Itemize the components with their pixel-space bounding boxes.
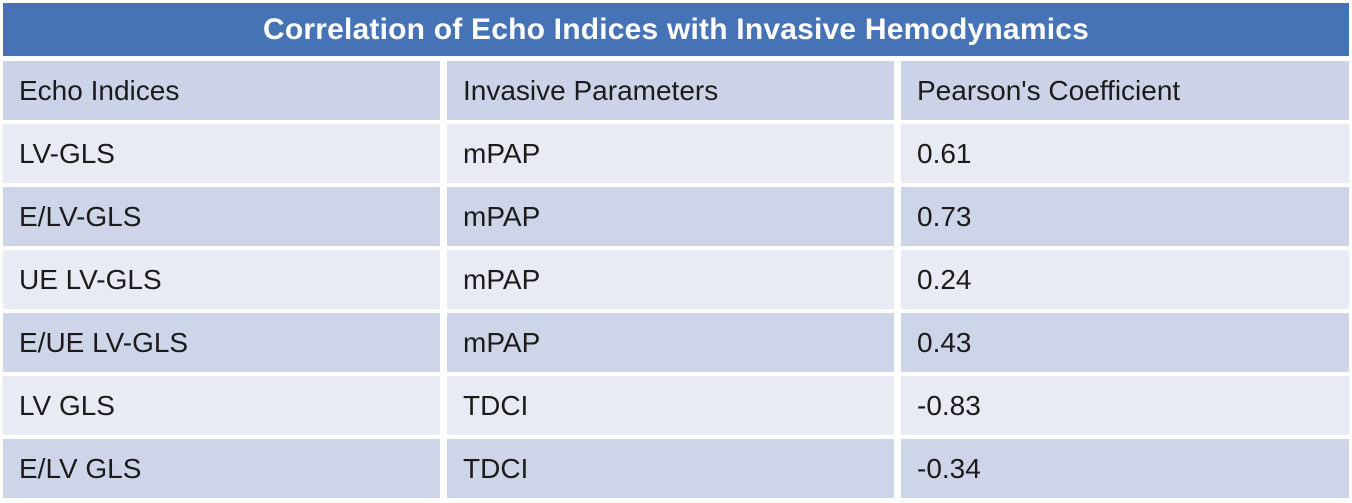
cell-echo-index: E/UE LV-GLS (3, 313, 440, 372)
cell-pearson-coefficient: 0.43 (901, 313, 1349, 372)
cell-pearson-coefficient: -0.83 (901, 376, 1349, 435)
cell-invasive-parameter: mPAP (447, 313, 894, 372)
cell-echo-index: LV GLS (3, 376, 440, 435)
cell-echo-index: E/LV-GLS (3, 187, 440, 246)
cell-echo-index: LV-GLS (3, 124, 440, 183)
cell-echo-index: E/LV GLS (3, 439, 440, 498)
cell-pearson-coefficient: 0.61 (901, 124, 1349, 183)
cell-invasive-parameter: mPAP (447, 124, 894, 183)
column-header-invasive-parameters: Invasive Parameters (447, 61, 894, 120)
cell-pearson-coefficient: 0.73 (901, 187, 1349, 246)
cell-echo-index: UE LV-GLS (3, 250, 440, 309)
cell-pearson-coefficient: 0.24 (901, 250, 1349, 309)
cell-invasive-parameter: mPAP (447, 250, 894, 309)
table-title: Correlation of Echo Indices with Invasiv… (262, 12, 1089, 46)
cell-invasive-parameter: mPAP (447, 187, 894, 246)
table-title-bar: Correlation of Echo Indices with Invasiv… (3, 3, 1349, 56)
correlation-table: Echo Indices Invasive Parameters Pearson… (3, 61, 1349, 498)
cell-invasive-parameter: TDCI (447, 376, 894, 435)
column-header-pearsons-coefficient: Pearson's Coefficient (901, 61, 1349, 120)
column-header-echo-indices: Echo Indices (3, 61, 440, 120)
cell-pearson-coefficient: -0.34 (901, 439, 1349, 498)
cell-invasive-parameter: TDCI (447, 439, 894, 498)
